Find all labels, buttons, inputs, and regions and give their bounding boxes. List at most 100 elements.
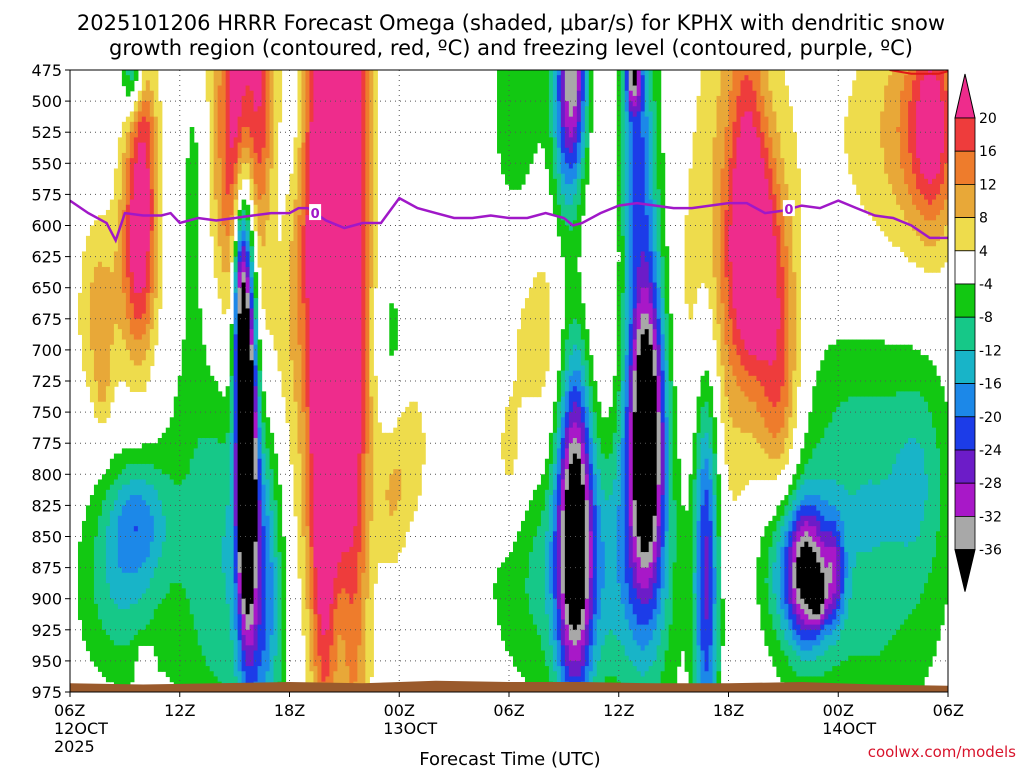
omega-cell [804, 463, 809, 481]
omega-cell [724, 70, 730, 128]
omega-cell [804, 531, 809, 543]
y-tick-label: 750 [31, 403, 62, 422]
omega-cell [732, 168, 738, 310]
omega-cell [880, 70, 885, 113]
omega-cell [840, 629, 845, 662]
omega-shading [77, 70, 948, 692]
omega-cell [912, 438, 917, 543]
omega-cell [652, 251, 658, 284]
omega-cell [880, 650, 885, 692]
omega-cell [788, 510, 793, 522]
omega-cell [121, 609, 127, 646]
omega-cell [540, 474, 546, 512]
omega-cell [121, 209, 127, 294]
omega-cell [636, 329, 642, 356]
omega-cell [616, 70, 622, 253]
omega-cell [892, 463, 897, 543]
omega-cell [129, 199, 135, 273]
omega-cell [656, 645, 662, 688]
omega-cell [213, 70, 219, 201]
omega-cell [908, 101, 913, 154]
omega-cell [640, 650, 646, 678]
omega-cell [824, 427, 829, 481]
omega-cell [397, 417, 402, 470]
omega-cell [125, 204, 131, 278]
omega-cell [884, 645, 889, 692]
omega-cell [924, 246, 929, 273]
omega-cell [792, 671, 797, 692]
omega-cell [704, 489, 710, 538]
colorbar-label: -20 [979, 410, 1002, 426]
omega-cell [369, 287, 374, 398]
omega-cell [333, 609, 338, 672]
omega-cell [640, 75, 646, 113]
omega-cell [804, 660, 809, 678]
omega-cell [121, 70, 127, 87]
omega-cell [505, 406, 510, 475]
omega-cell [784, 246, 789, 408]
omega-cell [149, 116, 155, 190]
omega-cell [520, 70, 526, 185]
omega-cell [780, 629, 785, 652]
omega-cell [157, 438, 163, 470]
omega-cell [245, 614, 251, 631]
omega-cell [572, 318, 578, 346]
omega-cell [385, 432, 390, 491]
omega-cell [241, 650, 247, 672]
omega-cell [556, 204, 562, 237]
omega-cell [576, 640, 582, 662]
omega-cell [241, 230, 247, 242]
omega-cell [748, 401, 754, 434]
omega-cell [644, 603, 650, 626]
omega-cell [149, 70, 155, 92]
omega-cell [269, 168, 275, 335]
omega-cell [820, 655, 825, 678]
omega-cell [804, 624, 809, 631]
omega-cell [936, 241, 941, 273]
omega-cell [784, 438, 789, 465]
omega-cell [688, 168, 694, 320]
omega-cell [584, 453, 590, 475]
omega-cell [600, 588, 606, 646]
omega-cell [924, 500, 929, 584]
omega-cell [548, 137, 554, 195]
omega-cell [672, 386, 678, 501]
omega-cell [237, 552, 243, 574]
omega-cell [237, 173, 243, 190]
omega-cell [876, 339, 881, 398]
omega-cell [640, 111, 646, 138]
omega-cell [928, 220, 933, 247]
omega-cell [165, 474, 171, 595]
omega-cell [776, 70, 781, 133]
omega-cell [153, 70, 159, 118]
omega-cell [501, 432, 506, 460]
omega-cell [105, 489, 111, 527]
omega-cell [812, 515, 817, 527]
omega-cell [133, 163, 139, 294]
omega-cell [608, 629, 614, 678]
omega-cell [249, 230, 255, 247]
omega-cell [329, 603, 334, 646]
omega-cell [221, 70, 227, 227]
freezing-level-label: 0 [311, 207, 320, 222]
omega-cell [564, 70, 570, 102]
omega-cell [145, 121, 151, 170]
omega-cell [912, 173, 917, 206]
omega-cell [780, 266, 785, 387]
omega-cell [764, 360, 770, 398]
omega-cell [532, 70, 538, 154]
omega-cell [644, 567, 650, 589]
omega-cell [824, 609, 829, 621]
omega-cell [241, 634, 247, 652]
omega-cell [101, 401, 107, 424]
omega-cell [832, 520, 837, 538]
omega-cell [900, 541, 905, 626]
y-tick-label: 875 [31, 559, 62, 578]
omega-cell [616, 391, 622, 444]
omega-cell [81, 251, 87, 372]
omega-cell [704, 458, 710, 491]
omega-cell [592, 443, 598, 475]
omega-cell [608, 453, 614, 496]
omega-cell [101, 474, 107, 501]
omega-cell [185, 158, 191, 475]
